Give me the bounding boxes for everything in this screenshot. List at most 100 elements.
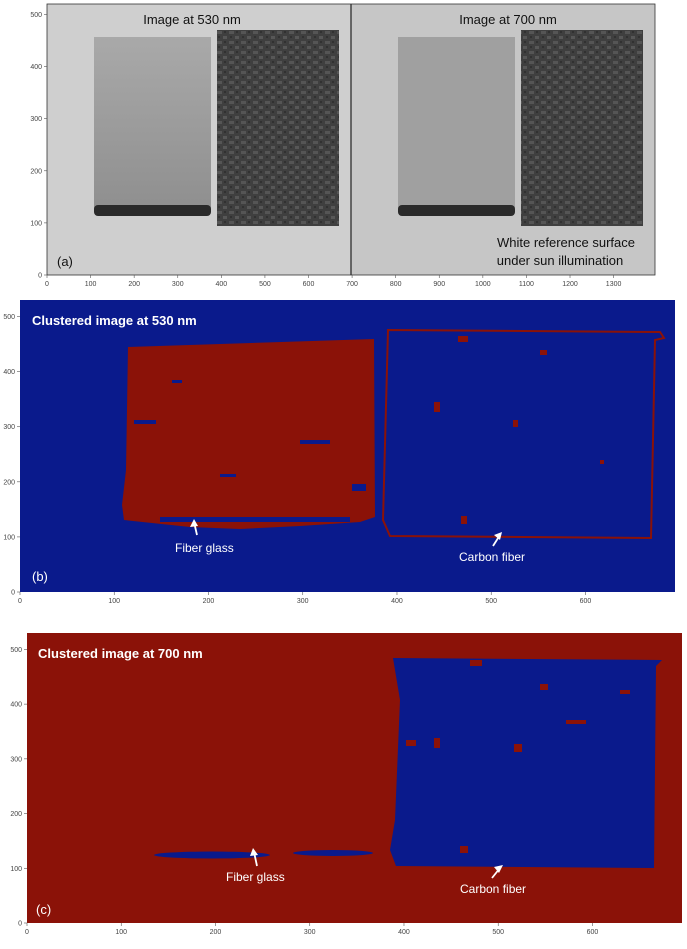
panel-b-x-axis: 0 100 200 300 400 500 600	[18, 592, 591, 605]
x-tick-label: 200	[128, 281, 140, 288]
speckle	[620, 690, 630, 694]
speckle	[434, 402, 440, 412]
y-tick-label: 500	[30, 12, 42, 19]
y-tick-label: 200	[30, 168, 42, 175]
x-tick-label: 500	[485, 598, 497, 605]
x-tick-label: 300	[297, 598, 309, 605]
x-tick-label: 300	[172, 281, 184, 288]
y-tick-label: 400	[30, 64, 42, 71]
panel-a-title-right: Image at 700 nm	[459, 12, 557, 27]
x-tick-label: 300	[304, 929, 316, 936]
arrow-icon	[190, 519, 198, 536]
speckle	[460, 846, 468, 853]
panel-c-y-axis: 0 100 200 300 400 500	[10, 647, 27, 928]
panel-c-title: Clustered image at 700 nm	[38, 646, 203, 661]
y-tick-label: 100	[3, 534, 15, 541]
fiber-glass-cluster-700	[293, 850, 373, 856]
y-tick-label: 500	[3, 314, 15, 321]
y-tick-label: 200	[3, 479, 15, 486]
speckle	[600, 460, 604, 464]
y-tick-label: 100	[10, 866, 22, 873]
fiber-glass-shadow-700	[398, 205, 515, 216]
reference-text-line2: under sun illumination	[497, 253, 623, 268]
y-tick-label: 0	[11, 590, 15, 597]
panel-a-x-axis: 0 100 200 300 400 500 600 700 800 900 1000 1100 1200…	[45, 275, 621, 288]
speckle	[352, 484, 366, 491]
panel-c-x-axis: 0 100 200 300 400 500 600	[25, 923, 598, 936]
panel-a: Image at 530 nm Image at 700 nm (a) Whit…	[30, 3, 656, 288]
x-tick-label: 600	[303, 281, 315, 288]
y-tick-label: 300	[10, 756, 22, 763]
x-tick-label: 400	[215, 281, 227, 288]
speckle	[434, 738, 440, 748]
fiber-glass-shadow-530	[94, 205, 211, 216]
reference-text-line1: White reference surface	[497, 235, 635, 250]
panel-a-frame	[46, 3, 656, 276]
x-tick-label: 700	[346, 281, 358, 288]
fiber-glass-cluster-530	[122, 339, 375, 529]
panel-c-label: (c)	[36, 902, 51, 917]
x-tick-label: 200	[203, 598, 215, 605]
panel-b-y-axis: 0 100 200 300 400 500	[3, 314, 20, 597]
y-tick-label: 400	[10, 702, 22, 709]
carbon-fiber-cluster-700	[390, 658, 662, 868]
y-tick-label: 0	[38, 273, 42, 280]
x-tick-label: 0	[18, 598, 22, 605]
x-tick-label: 200	[210, 929, 222, 936]
panel-c-fiber-glass-label: Fiber glass	[226, 870, 285, 884]
speckle	[514, 744, 522, 752]
speckle	[458, 336, 468, 342]
x-tick-label: 1100	[519, 281, 534, 288]
panel-b-fiber-glass-label: Fiber glass	[175, 541, 234, 555]
x-tick-label: 400	[391, 598, 403, 605]
speckle	[134, 420, 156, 424]
glass-inner-gap	[160, 517, 350, 522]
x-tick-label: 1000	[475, 281, 491, 288]
y-tick-label: 200	[10, 811, 22, 818]
x-tick-label: 600	[580, 598, 592, 605]
fiber-glass-sample-700	[398, 37, 515, 210]
arrow-icon	[250, 848, 258, 867]
speckle	[172, 380, 182, 383]
y-tick-label: 300	[3, 424, 15, 431]
x-tick-label: 400	[398, 929, 410, 936]
speckle	[470, 660, 482, 666]
fiber-glass-cluster-700	[154, 851, 270, 859]
speckle	[566, 720, 586, 724]
speckle	[540, 684, 548, 690]
x-tick-label: 0	[45, 281, 49, 288]
arrow-icon	[491, 865, 503, 879]
x-tick-label: 1300	[606, 281, 622, 288]
panel-a-title-left: Image at 530 nm	[143, 12, 241, 27]
carbon-fiber-sample-530	[217, 30, 339, 226]
speckle	[540, 350, 547, 355]
y-tick-label: 300	[30, 116, 42, 123]
panel-b-title: Clustered image at 530 nm	[32, 313, 197, 328]
x-tick-label: 100	[115, 929, 127, 936]
speckle	[300, 440, 330, 444]
panel-b-label: (b)	[32, 569, 48, 584]
speckle	[513, 420, 518, 427]
x-tick-label: 100	[108, 598, 120, 605]
speckle	[220, 474, 236, 477]
x-tick-label: 500	[492, 929, 504, 936]
panel-c-carbon-fiber-label: Carbon fiber	[460, 882, 526, 896]
panel-a-label: (a)	[57, 254, 73, 269]
x-tick-label: 900	[433, 281, 445, 288]
arrow-icon	[492, 532, 502, 547]
x-tick-label: 800	[390, 281, 402, 288]
panel-b-carbon-fiber-label: Carbon fiber	[459, 550, 525, 564]
carbon-fiber-sample-700	[521, 30, 643, 226]
y-tick-label: 400	[3, 369, 15, 376]
panel-c: Clustered image at 700 nm Fiber glass Ca…	[10, 633, 682, 936]
speckle	[461, 516, 467, 524]
speckle	[406, 740, 416, 746]
y-tick-label: 500	[10, 647, 22, 654]
x-tick-label: 100	[85, 281, 97, 288]
x-tick-label: 0	[25, 929, 29, 936]
y-tick-label: 100	[30, 220, 42, 227]
fiber-glass-sample-530	[94, 37, 211, 210]
panel-b: Clustered image at 530 nm Fiber glass Ca…	[3, 300, 675, 605]
panel-a-y-axis: 0 100 200 300 400 500	[30, 12, 47, 280]
